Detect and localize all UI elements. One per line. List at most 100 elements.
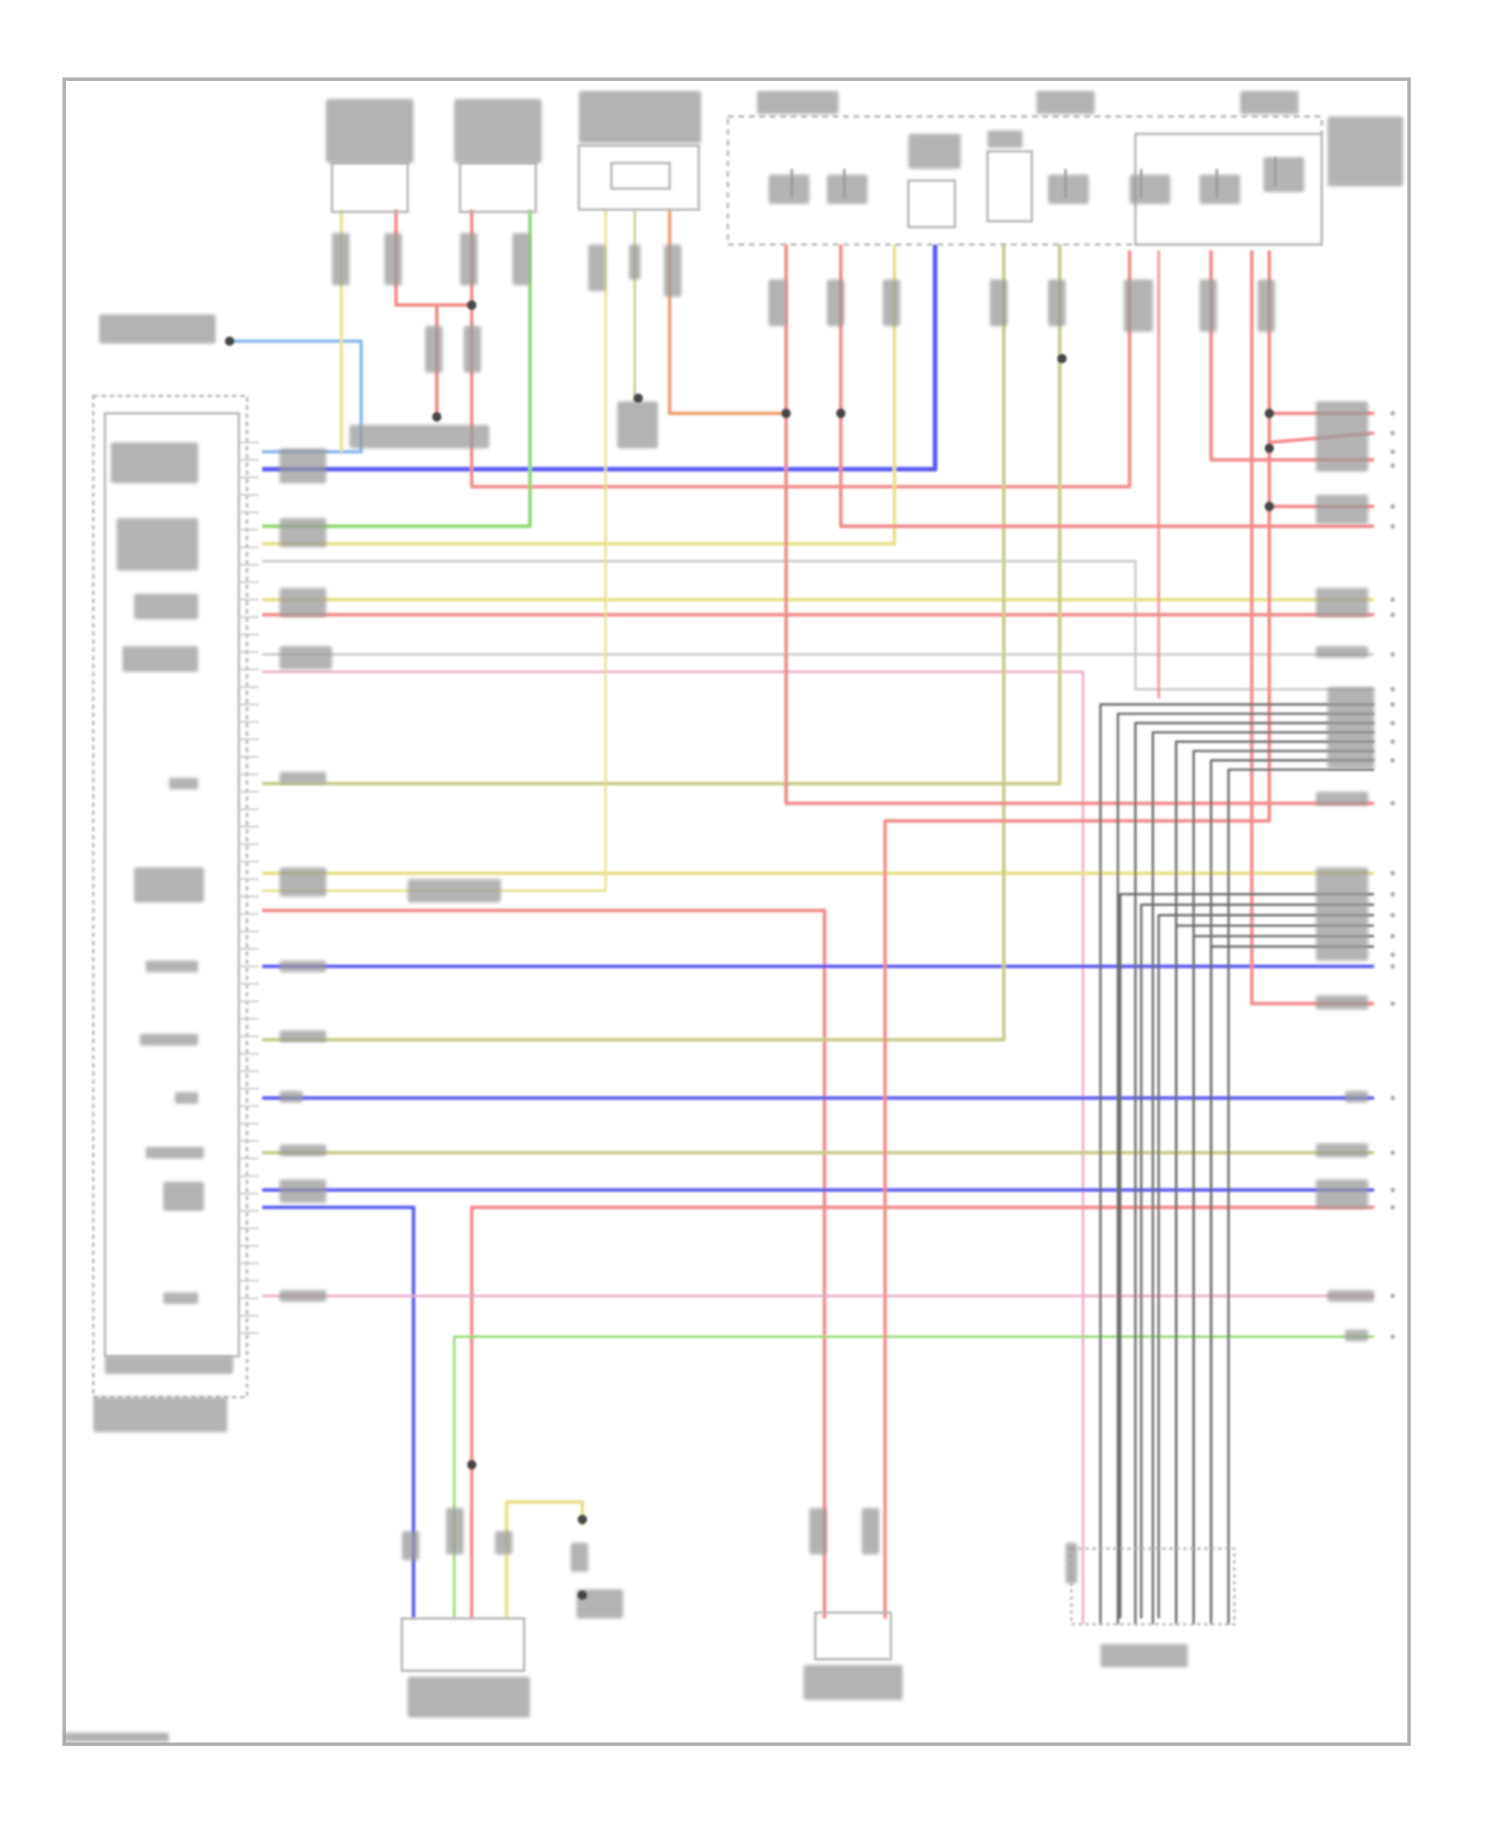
splice-dot <box>224 336 235 346</box>
illegible-label <box>279 518 327 548</box>
illegible-label <box>279 1090 303 1103</box>
splice-dot <box>1057 353 1067 364</box>
sensor-inner-box <box>610 161 671 190</box>
connector-pin <box>1390 463 1396 469</box>
illegible-label <box>326 98 414 164</box>
illegible-label <box>1327 116 1404 187</box>
illegible-label <box>279 1144 327 1157</box>
illegible-label <box>134 593 199 620</box>
illegible-label <box>1263 157 1305 193</box>
illegible-label <box>1315 1179 1369 1209</box>
illegible-label <box>1129 174 1171 204</box>
illegible-label <box>1048 279 1066 327</box>
splice-dot <box>633 393 643 403</box>
illegible-label <box>809 1507 827 1555</box>
illegible-label <box>122 646 199 672</box>
illegible-label <box>64 1732 169 1742</box>
illegible-label <box>1315 646 1369 658</box>
illegible-label <box>570 1542 589 1572</box>
illegible-label <box>279 1179 327 1203</box>
illegible-label <box>495 1531 513 1555</box>
connector-pin <box>1390 891 1396 897</box>
illegible-label <box>588 244 606 292</box>
illegible-label <box>803 1664 903 1700</box>
connector-pin <box>1390 757 1396 763</box>
connector-pin <box>1390 652 1396 657</box>
connector-pin <box>1390 870 1396 876</box>
wire-gray <box>262 560 1375 691</box>
connector-pin <box>1390 1001 1396 1006</box>
splice-dot <box>781 408 791 418</box>
illegible-label <box>454 98 542 164</box>
illegible-label <box>1036 90 1095 115</box>
illegible-label <box>463 326 482 373</box>
illegible-label <box>401 1531 420 1561</box>
connector-pin <box>1390 952 1396 958</box>
connector-pin <box>1390 523 1396 529</box>
illegible-label <box>1199 279 1217 332</box>
wire-yellow <box>504 1500 585 1619</box>
wire-red <box>262 908 827 1619</box>
illegible-label <box>110 442 199 484</box>
illegible-label <box>332 232 350 286</box>
connector-pin <box>1390 597 1396 602</box>
splice-dot <box>432 412 442 422</box>
connector-pin <box>1390 720 1396 726</box>
illegible-label <box>163 1181 204 1211</box>
connector-pin <box>1390 504 1396 509</box>
wire-dark_gray <box>1192 934 1375 1619</box>
illegible-label <box>1100 1644 1188 1668</box>
wire-red <box>883 250 1272 1619</box>
connector-pin <box>1390 1187 1396 1193</box>
wire-olive <box>262 244 1062 786</box>
connector-pin <box>1390 1150 1396 1156</box>
wire-dark_gray <box>1157 914 1375 1619</box>
illegible-label <box>279 646 333 670</box>
illegible-label <box>1315 401 1369 472</box>
illegible-label <box>1344 1090 1369 1103</box>
connector-pin <box>1390 449 1396 455</box>
connector-pin <box>1390 1334 1396 1339</box>
illegible-label <box>163 1292 199 1305</box>
illegible-label <box>104 1356 234 1374</box>
illegible-label <box>512 232 530 286</box>
wire-green <box>262 209 532 529</box>
illegible-label <box>99 314 216 344</box>
motor-2-box <box>458 161 537 214</box>
illegible-label <box>93 1397 228 1433</box>
wire-dark_gray <box>1134 721 1375 1625</box>
connector-pin <box>1390 964 1396 969</box>
wire-olive <box>262 244 1006 1042</box>
splice-dot <box>467 300 477 310</box>
wire-blue <box>262 244 938 472</box>
illegible-label <box>628 244 641 280</box>
illegible-label <box>174 1092 199 1104</box>
illegible-label <box>908 133 961 169</box>
illegible-label <box>1065 1542 1078 1584</box>
splice-dot <box>1264 501 1274 512</box>
illegible-label <box>1315 867 1369 961</box>
illegible-label <box>768 174 810 204</box>
illegible-label <box>279 587 327 618</box>
wire-red <box>469 1205 1375 1619</box>
connector-pin <box>1390 1205 1396 1210</box>
relay-box <box>907 179 957 229</box>
illegible-label <box>1315 1143 1369 1158</box>
connector-pin <box>1390 702 1396 707</box>
illegible-label <box>384 232 402 286</box>
illegible-label <box>1315 587 1369 618</box>
illegible-label <box>1048 174 1089 204</box>
splice-dot <box>836 408 846 418</box>
illegible-label <box>576 1589 624 1619</box>
wire-dark_gray <box>1099 703 1375 1625</box>
connector-pin <box>1390 411 1396 416</box>
splice-dot <box>467 1460 477 1470</box>
fuse-block <box>726 115 1323 246</box>
illegible-label <box>168 777 199 790</box>
diagram-frame <box>62 77 1411 1746</box>
wire-red <box>839 244 1375 529</box>
illegible-label <box>446 1507 464 1555</box>
illegible-label <box>987 130 1023 148</box>
splice-dot <box>577 1514 587 1525</box>
